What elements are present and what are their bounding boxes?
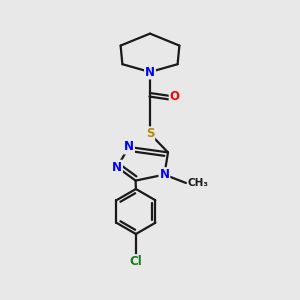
Text: Cl: Cl <box>130 255 142 268</box>
Text: O: O <box>169 90 180 103</box>
Text: N: N <box>112 160 122 174</box>
Text: N: N <box>159 168 170 181</box>
Text: CH₃: CH₃ <box>188 178 208 188</box>
Text: N: N <box>124 140 134 154</box>
Text: S: S <box>146 127 154 140</box>
Text: N: N <box>145 65 155 79</box>
